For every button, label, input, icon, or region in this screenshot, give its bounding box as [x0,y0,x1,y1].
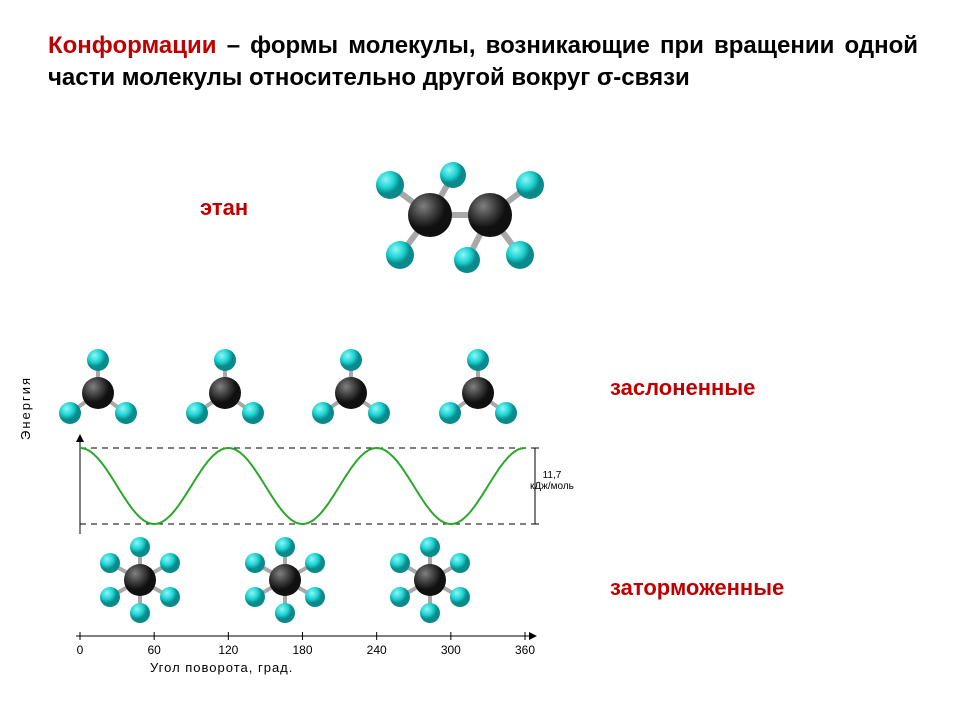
definition-text: Конформации – формы молекулы, возникающи… [48,30,918,95]
x-axis-svg: 0 60 120 180 240 300 360 [40,630,560,670]
eclipsed-label: заслоненные [610,375,755,401]
ethane-svg [345,145,575,285]
eclipsed-molecule-icon [301,345,401,425]
staggered-molecule-icon [90,535,190,625]
definition-term: Конформации [48,32,217,59]
energy-chart-svg [40,430,560,540]
eclipsed-molecule-icon [175,345,275,425]
x-axis-label: Угол поворота, град. [150,660,293,675]
staggered-molecule-icon [380,535,480,625]
x-axis: 0 60 120 180 240 300 360 [40,630,560,670]
svg-text:180: 180 [292,643,312,657]
energy-chart [40,430,560,540]
svg-text:360: 360 [515,643,535,657]
svg-text:300: 300 [441,643,461,657]
y-axis-label: Энергия [18,376,33,440]
ethane-3d-model [345,145,575,285]
staggered-molecule-icon [235,535,335,625]
ethane-label: этан [200,195,248,221]
svg-text:240: 240 [367,643,387,657]
svg-text:60: 60 [147,643,161,657]
eclipsed-molecule-icon [48,345,148,425]
svg-text:0: 0 [77,643,84,657]
staggered-row [90,535,480,625]
eclipsed-molecule-icon [428,345,528,425]
staggered-label: заторможенные [610,575,784,601]
svg-text:120: 120 [218,643,238,657]
eclipsed-row [48,345,528,425]
barrier-label: 11,7 кДж/моль [530,470,574,492]
slide: Конформации – формы молекулы, возникающи… [0,0,960,720]
